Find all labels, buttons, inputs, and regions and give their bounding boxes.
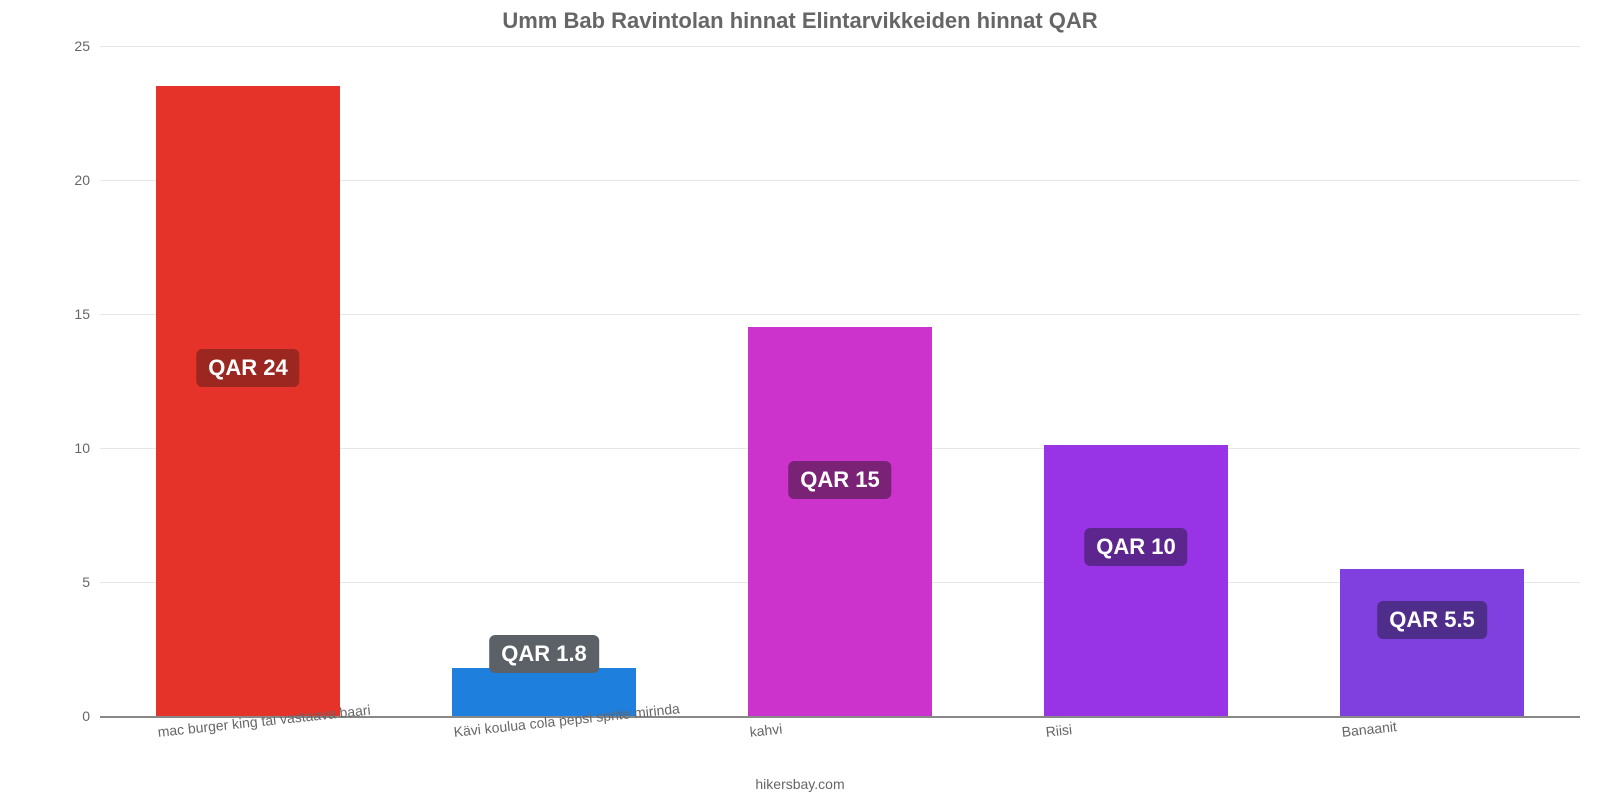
gridline [100, 46, 1580, 47]
chart-footer: hikersbay.com [0, 776, 1600, 792]
bar [1044, 445, 1228, 716]
y-tick-label: 15 [74, 306, 100, 322]
price-bar-chart: Umm Bab Ravintolan hinnat Elintarvikkeid… [0, 0, 1600, 800]
value-badge: QAR 1.8 [489, 635, 599, 673]
x-tick-label: Banaanit [1340, 710, 1397, 740]
y-tick-label: 20 [74, 172, 100, 188]
y-tick-label: 5 [82, 574, 100, 590]
x-tick-label: kahvi [748, 713, 783, 740]
value-badge: QAR 24 [196, 349, 299, 387]
value-badge: QAR 15 [788, 461, 891, 499]
x-tick-label: Riisi [1044, 713, 1073, 740]
value-badge: QAR 5.5 [1377, 601, 1487, 639]
y-tick-label: 25 [74, 38, 100, 54]
plot-area: 0510152025QAR 24mac burger king tai vast… [100, 46, 1580, 716]
y-tick-label: 0 [82, 708, 100, 724]
bar [748, 327, 932, 716]
value-badge: QAR 10 [1084, 528, 1187, 566]
bar [156, 86, 340, 716]
y-tick-label: 10 [74, 440, 100, 456]
bar [1340, 569, 1524, 716]
chart-title: Umm Bab Ravintolan hinnat Elintarvikkeid… [0, 8, 1600, 34]
